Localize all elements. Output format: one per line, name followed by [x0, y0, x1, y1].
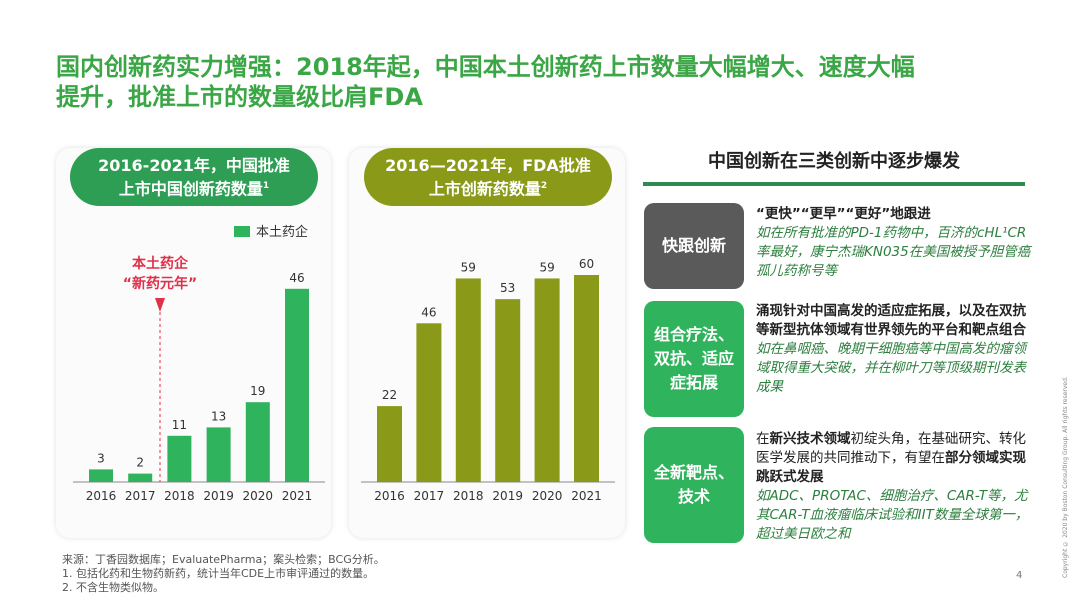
china-banner-line-2: 上市中国创新药数量	[118, 179, 263, 199]
novel-target-detail: 如ADC、PROTAC、细胞治疗、CAR-T等，尤其CAR-T血液瘤临床试验和I…	[756, 488, 1029, 542]
novel-target-lead-prefix: 在	[756, 431, 770, 447]
novel-target-label: 全新靶点、技术	[653, 463, 734, 506]
legend-swatch	[234, 226, 250, 237]
china-bar-2021	[285, 288, 309, 482]
innovation-header: 中国创新在三类创新中逐步爆发	[708, 151, 960, 172]
china-value-label-2019: 13	[211, 409, 226, 423]
fda-bar-2016	[377, 406, 402, 482]
novel-target-lead-bold-2: 部分领域实现跳跃式发展	[756, 450, 1026, 485]
novel-target-lead-mid: 初绽头角，在基础研究、转化医学发展的共同推动下，有望在	[756, 431, 1026, 466]
annotation-arrow-icon	[155, 298, 165, 312]
fda-tick-label-2020: 2020	[532, 489, 563, 503]
fda-bar-2018	[455, 278, 481, 482]
fast-follow-detail: 如在所有批准的PD-1药物中，百济的cHL¹CR率最好，康宁杰瑞KN035在美国…	[756, 225, 1031, 279]
combo-therapy-label: 组合疗法、双抗、适应症拓展	[654, 325, 735, 392]
china-bar-2016	[89, 469, 113, 482]
innovation-header-rule	[643, 182, 1025, 186]
china-tick-label-2020: 2020	[243, 489, 274, 503]
china-value-label-2021: 46	[289, 271, 304, 285]
footer-notes: 来源：丁香园数据库；EvaluatePharma；案头检索；BCG分析。 1. …	[62, 553, 385, 595]
combo-therapy-box: 组合疗法、双抗、适应症拓展	[644, 301, 744, 417]
fda-bar-2021	[574, 275, 599, 482]
china-value-label-2017: 2	[136, 456, 144, 470]
china-bar-chart: 3 2016 2 2017 11 2018 13 2019 19 2020 46 2021	[73, 271, 325, 503]
page-number: 4	[1016, 570, 1023, 581]
fda-value-label-2019: 53	[500, 281, 515, 295]
title-line-1: 国内创新药实力增强：2018年起，中国本土创新药上市数量大幅增大、速度大幅	[56, 53, 915, 81]
combo-therapy-lead: 涌现针对中国高发的适应症拓展，以及在双抗等新型抗体领域有世界领先的平台和靶点组合	[756, 303, 1026, 338]
novel-target-lead-bold-1: 新兴技术领域	[769, 431, 851, 447]
china-bar-2020	[245, 402, 270, 482]
novel-target-description: 在新兴技术领域初绽头角，在基础研究、转化医学发展的共同推动下，有望在部分领域实现…	[756, 430, 1036, 544]
footer-note-1: 1. 包括化药和生物药新药，统计当年CDE上市审评通过的数量。	[62, 567, 375, 580]
china-tick-label-2018: 2018	[164, 489, 195, 503]
china-tick-label-2017: 2017	[125, 489, 156, 503]
fda-tick-label-2017: 2017	[414, 489, 445, 503]
china-value-label-2018: 11	[172, 418, 187, 432]
fda-bar-2020	[534, 278, 560, 482]
fast-follow-description: “更快”“更早”“更好”地跟进 如在所有批准的PD-1药物中，百济的cHL¹CR…	[756, 205, 1036, 281]
fda-banner-line-1: 2016—2021年，FDA批准	[385, 155, 591, 175]
fda-value-label-2016: 22	[382, 388, 397, 402]
fast-follow-box: 快跟创新	[644, 203, 744, 289]
china-tick-label-2019: 2019	[203, 489, 234, 503]
china-tick-label-2016: 2016	[86, 489, 117, 503]
copyright-notice: Copyright © 2020 by Boston Consulting Gr…	[1062, 376, 1069, 578]
fda-bar-2019	[495, 299, 521, 482]
combo-therapy-detail: 如在鼻咽癌、晚期干细胞癌等中国高发的瘤领域取得重大突破，并在柳叶刀等顶级期刊发表…	[756, 341, 1026, 395]
fda-tick-label-2018: 2018	[453, 489, 484, 503]
fda-value-label-2021: 60	[579, 257, 594, 271]
annotation-line-2: “新药元年”	[123, 275, 197, 292]
china-bar-2017	[128, 473, 153, 482]
novel-target-box: 全新靶点、技术	[644, 427, 744, 543]
fda-value-label-2020: 59	[539, 260, 554, 274]
fda-chart-banner: 2016—2021年，FDA批准 上市创新药数量2	[364, 148, 612, 206]
combo-therapy-description: 涌现针对中国高发的适应症拓展，以及在双抗等新型抗体领域有世界领先的平台和靶点组合…	[756, 302, 1036, 397]
fda-tick-label-2016: 2016	[374, 489, 405, 503]
fda-banner-footnote-mark: 2	[540, 180, 548, 191]
china-bar-2019	[206, 427, 231, 482]
china-banner-footnote-mark: 1	[262, 180, 270, 191]
china-chart-banner: 2016-2021年，中国批准 上市中国创新药数量1	[70, 148, 318, 206]
footer-source: 来源：丁香园数据库；EvaluatePharma；案头检索；BCG分析。	[62, 553, 385, 566]
fda-value-label-2017: 46	[421, 305, 436, 319]
china-banner-line-1: 2016-2021年，中国批准	[98, 155, 290, 175]
fda-banner-line-2: 上市创新药数量	[428, 179, 541, 199]
china-tick-label-2021: 2021	[282, 489, 313, 503]
china-bar-2018	[167, 435, 192, 482]
china-value-label-2020: 19	[250, 384, 265, 398]
legend-label: 本土药企	[256, 224, 308, 240]
fda-tick-label-2021: 2021	[571, 489, 602, 503]
title-line-2: 提升，批准上市的数量级比肩FDA	[56, 83, 423, 111]
fast-follow-label: 快跟创新	[661, 236, 726, 255]
fda-tick-label-2019: 2019	[492, 489, 523, 503]
slide-title: 国内创新药实力增强：2018年起，中国本土创新药上市数量大幅增大、速度大幅 提升…	[56, 52, 1046, 112]
novel-target-lead: 在新兴技术领域初绽头角，在基础研究、转化医学发展的共同推动下，有望在部分领域实现…	[756, 430, 1036, 487]
annotation-line-1: 本土药企	[132, 255, 189, 272]
fda-value-label-2018: 59	[461, 260, 476, 274]
fast-follow-lead: “更快”“更早”“更好”地跟进	[756, 206, 931, 222]
footer-note-2: 2. 不含生物类似物。	[62, 581, 164, 594]
fda-bar-2017	[416, 323, 442, 482]
china-value-label-2016: 3	[97, 451, 105, 465]
fda-bar-chart: 22 2016 46 2017 59 2018 53 2019 59 2020 60 2021	[361, 257, 615, 503]
